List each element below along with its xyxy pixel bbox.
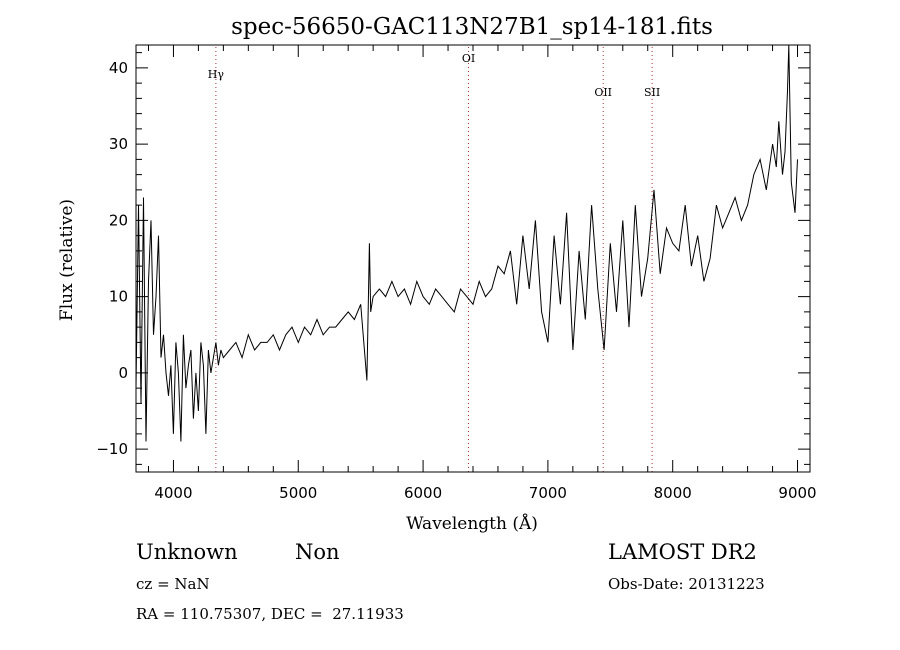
- y-axis-label: Flux (relative): [57, 199, 77, 321]
- line-marker-label: OII: [594, 86, 612, 99]
- redshift-cz: cz = NaN: [136, 575, 210, 593]
- y-tick-label: 20: [109, 211, 128, 229]
- x-tick-label: 9000: [778, 484, 816, 502]
- x-tick-label: 6000: [404, 484, 442, 502]
- x-tick-label: 4000: [154, 484, 192, 502]
- line-marker-label: Hγ: [208, 68, 225, 81]
- object-subclass: Non: [295, 540, 340, 564]
- line-marker-label: SII: [644, 86, 660, 99]
- observation-date: Obs-Date: 20131223: [608, 575, 765, 593]
- y-tick-label: 0: [118, 364, 128, 382]
- survey-name: LAMOST DR2: [608, 540, 757, 564]
- plot-frame: [135, 44, 811, 473]
- x-tick-label: 7000: [529, 484, 567, 502]
- chart-title: spec-56650-GAC113N27B1_sp14-181.fits: [231, 14, 713, 40]
- x-tick-label: 5000: [279, 484, 317, 502]
- object-class: Unknown: [136, 540, 238, 564]
- plot-area: Hγ OI OII SII 4000 5000 6000 7000 8000 9000 −10 0 10…: [96, 44, 817, 502]
- y-tick-label: 40: [109, 59, 128, 77]
- coordinates: RA = 110.75307, DEC = 27.11933: [136, 605, 404, 623]
- y-tick-label: 10: [109, 288, 128, 306]
- y-tick-label: −10: [96, 440, 128, 458]
- y-tick-label: 30: [109, 135, 128, 153]
- line-marker-label: OI: [462, 52, 475, 65]
- x-axis-label: Wavelength (Å): [406, 513, 538, 534]
- x-tick-label: 8000: [654, 484, 692, 502]
- spectrum-series-line: [135, 44, 798, 442]
